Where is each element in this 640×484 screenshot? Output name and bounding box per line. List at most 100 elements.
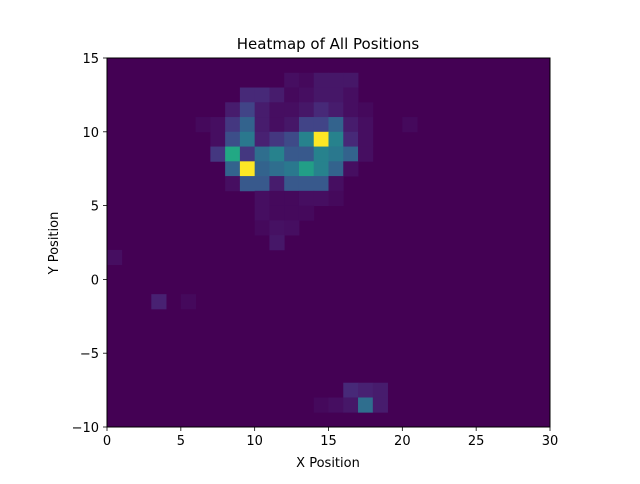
heatmap-cell	[284, 146, 300, 162]
y-tick-label: 0	[91, 273, 99, 288]
heatmap-cell	[298, 205, 315, 221]
heatmap-cell	[358, 102, 374, 118]
heatmap-cell	[225, 161, 241, 177]
heatmap-cell	[313, 190, 329, 206]
heatmap-cell	[313, 72, 329, 88]
heatmap-cells	[107, 58, 550, 427]
heatmap-cell	[313, 87, 329, 103]
heatmap-cell	[372, 382, 388, 398]
heatmap-cell	[284, 205, 300, 221]
heatmap-cell	[358, 382, 374, 398]
heatmap-cell	[284, 72, 300, 88]
heatmap-cell	[225, 146, 241, 162]
heatmap-cell	[254, 176, 270, 192]
heatmap-cell	[284, 102, 300, 118]
heatmap-cell	[328, 102, 344, 118]
x-axis-ticks: 0 5 10 15 20 25 30	[103, 427, 558, 449]
heatmap-cell	[328, 117, 344, 133]
x-tick-label: 25	[468, 434, 485, 449]
heatmap-cell	[254, 117, 270, 133]
x-tick-label: 30	[542, 434, 559, 449]
heatmap-cell	[328, 190, 344, 206]
heatmap-cell	[239, 176, 256, 192]
heatmap-cell	[298, 131, 315, 147]
heatmap-cell	[358, 146, 374, 162]
heatmap-cell	[313, 131, 329, 147]
heatmap-cell	[239, 102, 256, 118]
heatmap-cell	[358, 117, 374, 133]
heatmap-cell	[239, 161, 256, 177]
heatmap-cell	[358, 397, 374, 413]
heatmap-cell	[284, 176, 300, 192]
heatmap-cell	[328, 131, 344, 147]
heatmap-cell	[269, 146, 285, 162]
heatmap-cell	[343, 131, 359, 147]
heatmap-cell	[239, 131, 256, 147]
heatmap-cell	[284, 220, 300, 236]
heatmap-cell	[372, 397, 388, 413]
heatmap-cell	[328, 146, 344, 162]
heatmap-cell	[328, 161, 344, 177]
heatmap-cell	[298, 117, 315, 133]
heatmap-cell	[269, 176, 285, 192]
y-tick-label: 10	[82, 126, 99, 141]
y-tick-label: −10	[72, 421, 99, 436]
x-tick-label: 0	[103, 434, 111, 449]
heatmap-cell	[313, 117, 329, 133]
y-tick-label: 5	[91, 200, 99, 215]
heatmap-cell	[313, 102, 329, 118]
heatmap-cell	[269, 235, 285, 251]
heatmap-cell	[239, 117, 256, 133]
y-tick-label: 15	[82, 52, 99, 67]
heatmap-cell	[343, 87, 359, 103]
heatmap-cell	[195, 117, 211, 133]
y-tick-label: −5	[80, 347, 99, 362]
heatmap-cell	[284, 87, 300, 103]
heatmap-cell	[343, 102, 359, 118]
heatmap-cell	[402, 117, 418, 133]
heatmap-cell	[254, 102, 270, 118]
heatmap-cell	[343, 117, 359, 133]
heatmap-cell	[269, 117, 285, 133]
heatmap-cell	[254, 146, 270, 162]
x-axis-label: X Position	[296, 456, 360, 471]
heatmap-cell	[284, 190, 300, 206]
heatmap-cell	[269, 87, 285, 103]
heatmap-cell	[239, 146, 256, 162]
heatmap-cell	[254, 161, 270, 177]
chart-title: Heatmap of All Positions	[237, 35, 420, 53]
heatmap-cell	[284, 161, 300, 177]
heatmap-cell	[239, 87, 256, 103]
heatmap-cell	[284, 131, 300, 147]
x-tick-label: 10	[246, 434, 263, 449]
heatmap-cell	[343, 72, 359, 88]
heatmap-cell	[180, 294, 196, 310]
heatmap-cell	[269, 205, 285, 221]
heatmap-cell	[284, 117, 300, 133]
heatmap-cell	[254, 205, 270, 221]
heatmap-cell	[298, 87, 315, 103]
heatmap-cell	[225, 117, 241, 133]
heatmap-cell	[313, 176, 329, 192]
heatmap-cell	[343, 161, 359, 177]
heatmap-cell	[358, 131, 374, 147]
heatmap-cell	[210, 117, 226, 133]
heatmap-cell	[343, 146, 359, 162]
heatmap-cell	[254, 131, 270, 147]
heatmap-cell	[328, 397, 344, 413]
x-tick-label: 20	[394, 434, 411, 449]
heatmap-cell	[328, 176, 344, 192]
heatmap-cell	[298, 161, 315, 177]
heatmap-cell	[269, 220, 285, 236]
x-tick-label: 15	[320, 434, 337, 449]
heatmap-cell	[313, 146, 329, 162]
heatmap-cell	[210, 131, 226, 147]
heatmap-cell	[254, 220, 270, 236]
heatmap-cell	[298, 72, 315, 88]
heatmap-cell	[298, 146, 315, 162]
heatmap-cell	[313, 397, 329, 413]
heatmap-cell	[298, 102, 315, 118]
x-tick-label: 5	[177, 434, 185, 449]
